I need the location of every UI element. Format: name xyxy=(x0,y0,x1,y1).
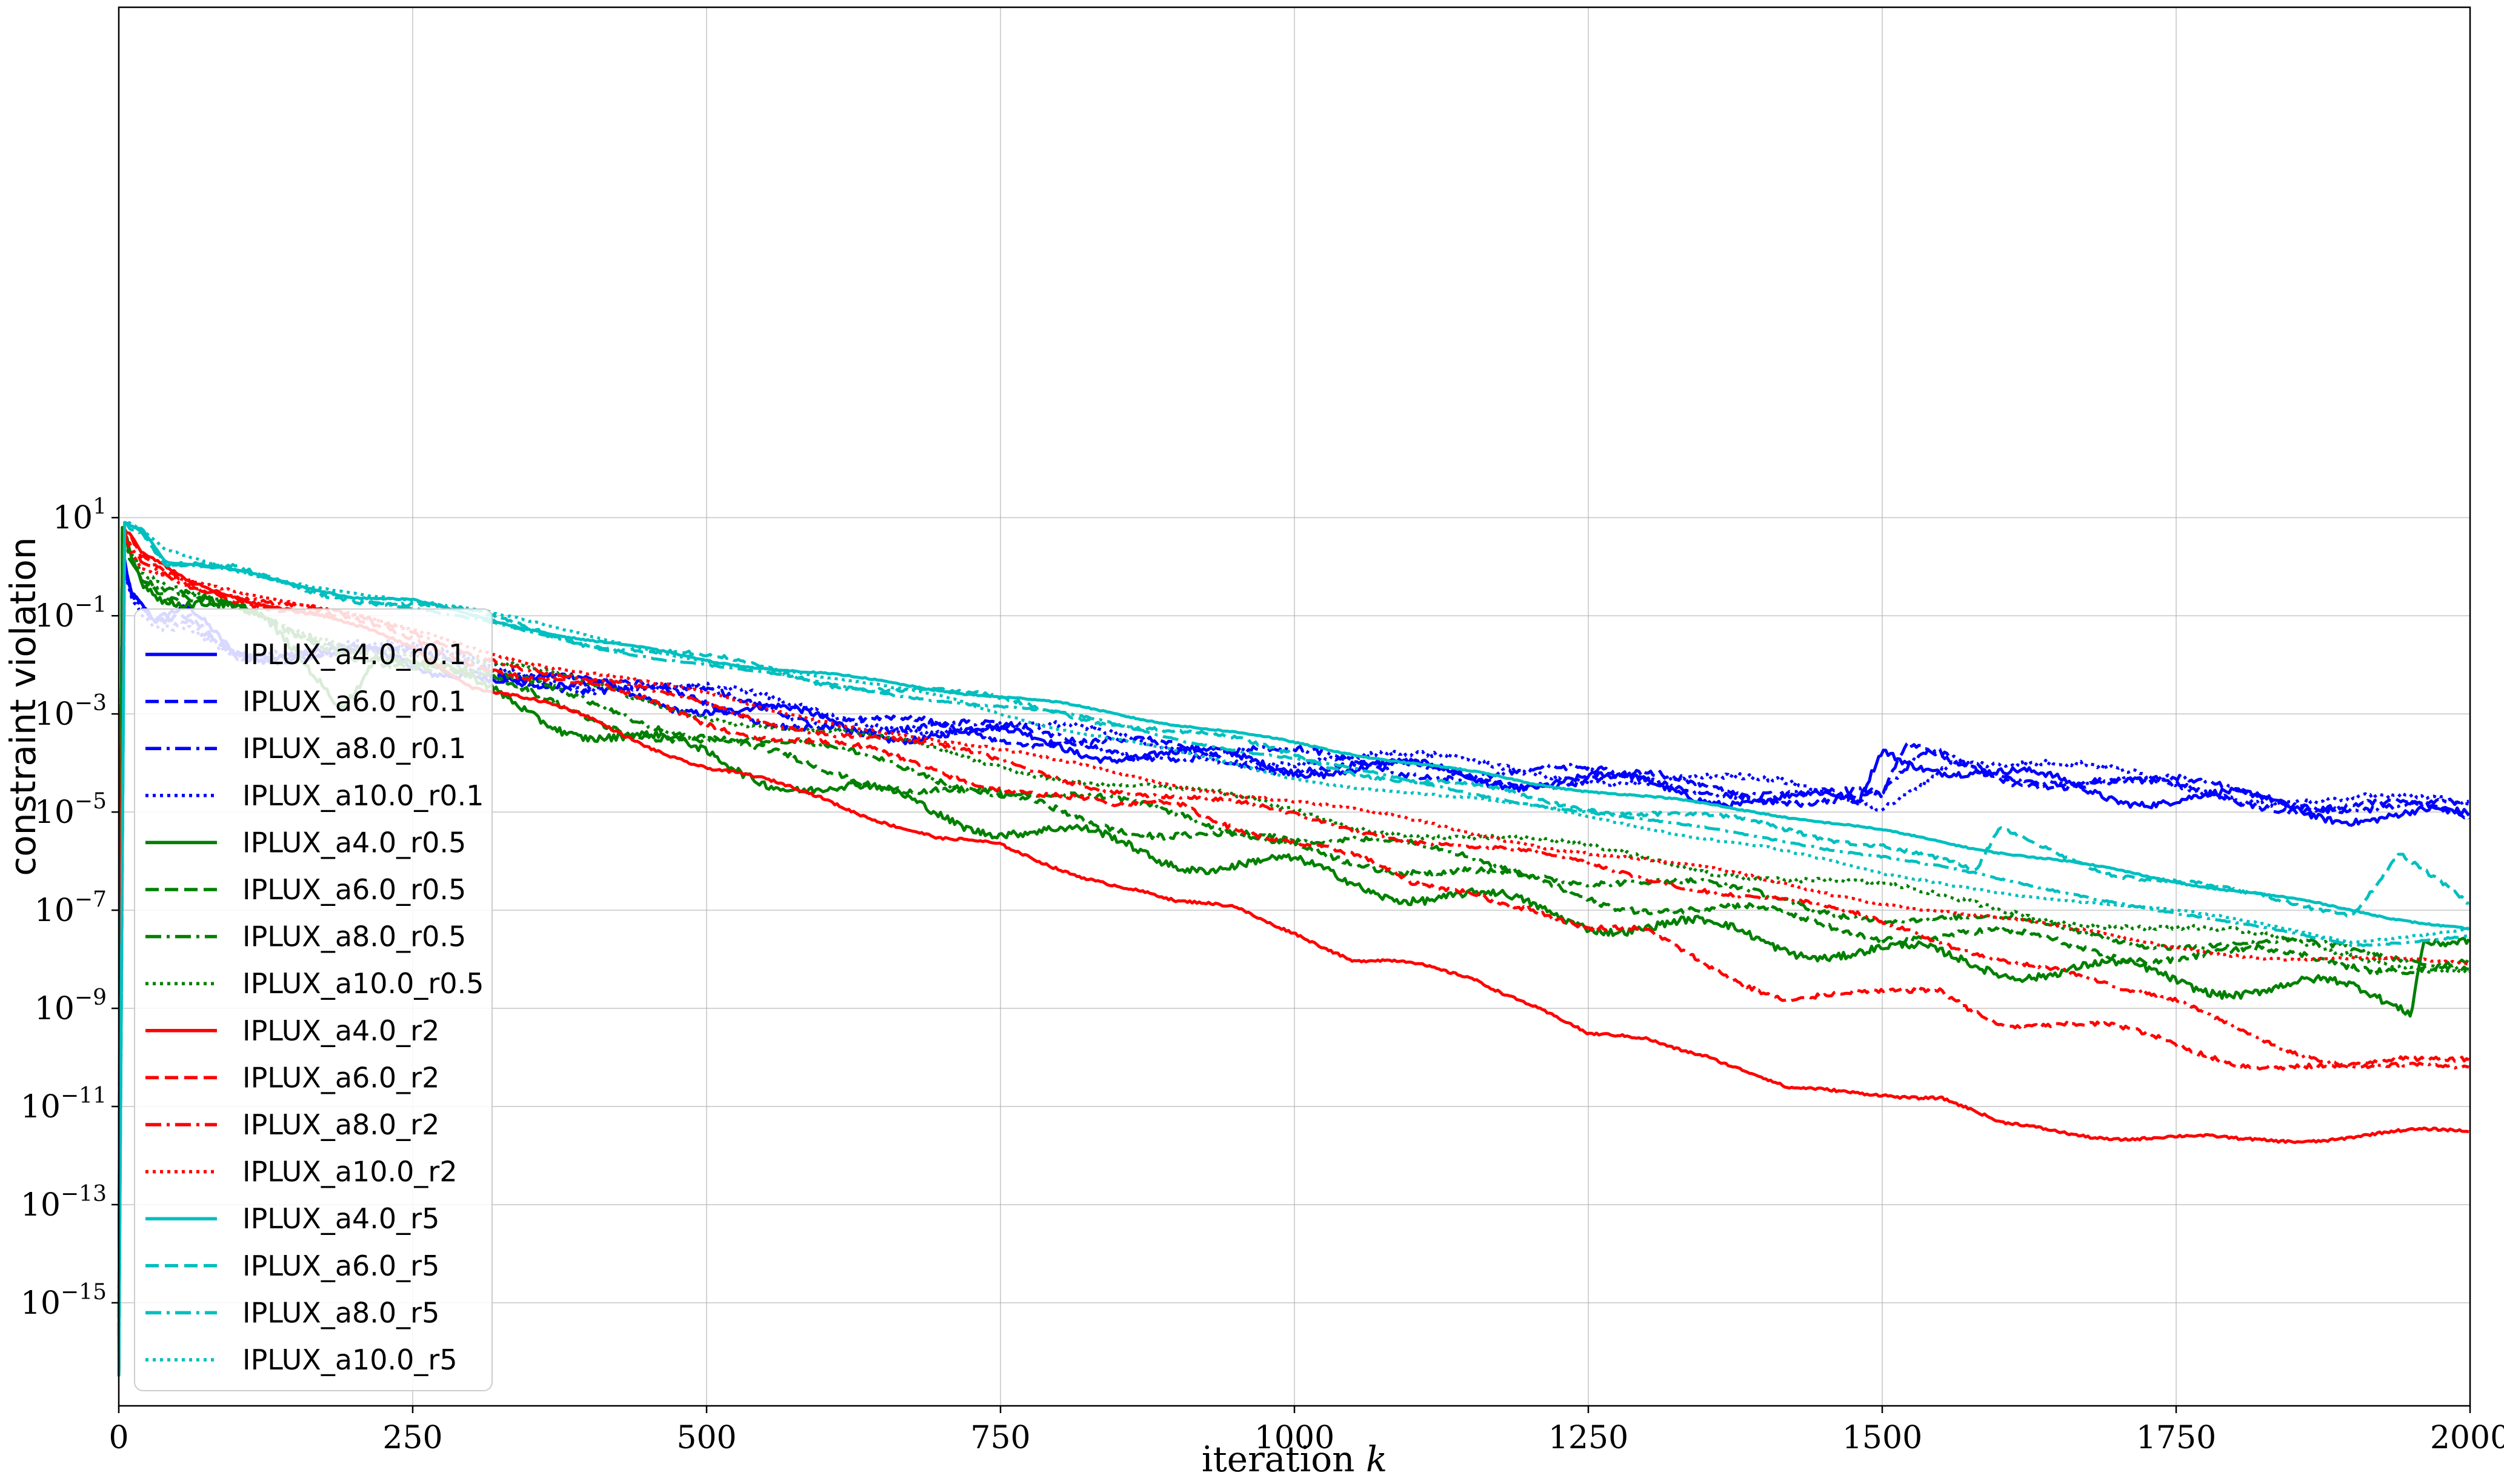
legend-label: IPLUX_a10.0_r0.1 xyxy=(242,779,484,812)
legend-label: IPLUX_a8.0_r2 xyxy=(242,1108,439,1141)
legend-label: IPLUX_a4.0_r0.1 xyxy=(242,638,466,671)
series-line xyxy=(117,521,2469,1377)
legend-entries: IPLUX_a4.0_r0.1 IPLUX_a6.0_r0.1 IPLUX_a8.0… xyxy=(145,638,484,1376)
x-tick-label: 1250 xyxy=(1548,1420,1628,1456)
x-tick-labels: 0 250 500 750 1000 1250 1500 1750 2000 xyxy=(108,1406,2504,1456)
x-tick-label: 1000 xyxy=(1254,1420,1334,1456)
legend-label: IPLUX_a6.0_r0.5 xyxy=(242,873,466,906)
legend-label: IPLUX_a10.0_r5 xyxy=(242,1343,458,1376)
y-tick-label: 10−3 xyxy=(35,691,107,733)
x-tick-label: 1750 xyxy=(2136,1420,2216,1456)
legend-box xyxy=(134,608,493,1391)
y-tick-label: 10−11 xyxy=(21,1083,107,1125)
legend-label: IPLUX_a8.0_r0.5 xyxy=(242,920,466,953)
legend-label: IPLUX_a6.0_r0.1 xyxy=(242,685,466,718)
series-line xyxy=(117,533,2470,1377)
x-tick-label: 250 xyxy=(382,1420,442,1456)
legend-label: IPLUX_a4.0_r5 xyxy=(242,1202,439,1235)
legend-label: IPLUX_a6.0_r5 xyxy=(242,1249,439,1282)
series-line xyxy=(117,537,2469,1377)
series-line xyxy=(117,548,2469,1377)
x-tick-label: 500 xyxy=(676,1420,736,1456)
series-line xyxy=(117,525,2471,1377)
series-line xyxy=(117,521,2469,1377)
legend-label: IPLUX_a6.0_r2 xyxy=(242,1061,439,1094)
y-tick-label: 10−7 xyxy=(35,887,107,929)
legend-label: IPLUX_a4.0_r0.5 xyxy=(242,826,466,859)
x-tick-label: 1500 xyxy=(1842,1420,1922,1456)
legend-label: IPLUX_a8.0_r0.1 xyxy=(242,732,466,765)
legend: IPLUX_a4.0_r0.1 IPLUX_a6.0_r0.1 IPLUX_a8.0… xyxy=(134,608,493,1391)
y-tick-label: 10−13 xyxy=(21,1182,107,1223)
y-tick-label: 101 xyxy=(53,494,107,536)
x-tick-label: 0 xyxy=(108,1420,128,1456)
y-tick-label: 10−5 xyxy=(35,789,107,831)
legend-label: IPLUX_a10.0_r2 xyxy=(242,1156,458,1188)
series-line xyxy=(117,537,2469,1377)
y-tick-labels: 101 10−1 10−3 10−5 10−7 10−9 10−11 10−13 10−15 xyxy=(21,494,119,1322)
x-axis-title: iteration k xyxy=(1202,1439,1387,1480)
y-tick-label: 10−9 xyxy=(35,985,107,1027)
y-tick-label: 10−15 xyxy=(21,1280,107,1322)
x-tick-label: 2000 xyxy=(2430,1420,2504,1456)
legend-label: IPLUX_a10.0_r0.5 xyxy=(242,967,484,1000)
series-layer xyxy=(117,521,2471,1377)
y-axis-title: constraint violation xyxy=(2,537,44,876)
series-line xyxy=(117,521,2469,1377)
series-line xyxy=(117,528,2469,1377)
legend-label: IPLUX_a8.0_r5 xyxy=(242,1296,439,1329)
y-tick-label: 10−1 xyxy=(35,593,107,634)
legend-label: IPLUX_a4.0_r2 xyxy=(242,1014,439,1047)
x-tick-label: 750 xyxy=(970,1420,1030,1456)
